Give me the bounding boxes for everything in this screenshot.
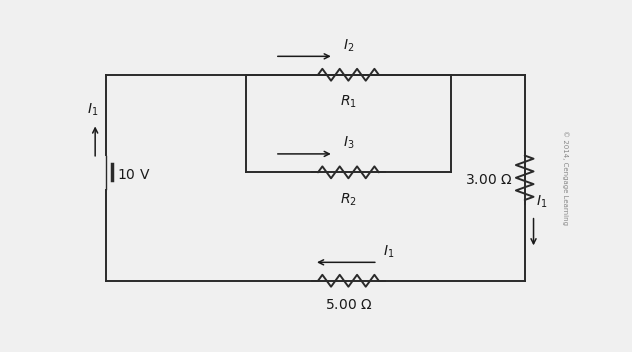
Text: © 2014, Cengage Learning: © 2014, Cengage Learning: [562, 130, 569, 225]
Text: $\mathit{I}_2$: $\mathit{I}_2$: [344, 37, 355, 54]
Text: $\mathit{I}_1$: $\mathit{I}_1$: [383, 243, 394, 260]
Text: $R_1$: $R_1$: [340, 94, 357, 110]
Text: $\mathit{I}_3$: $\mathit{I}_3$: [344, 135, 355, 151]
Text: $5.00\ \Omega$: $5.00\ \Omega$: [325, 298, 372, 312]
Text: $\mathit{I}_1$: $\mathit{I}_1$: [87, 102, 99, 118]
Text: $R_2$: $R_2$: [340, 191, 357, 208]
Text: $\mathit{I}_1$: $\mathit{I}_1$: [536, 194, 547, 210]
Text: $10\ \mathrm{V}$: $10\ \mathrm{V}$: [117, 168, 150, 182]
Text: $3.00\ \Omega$: $3.00\ \Omega$: [465, 174, 513, 188]
